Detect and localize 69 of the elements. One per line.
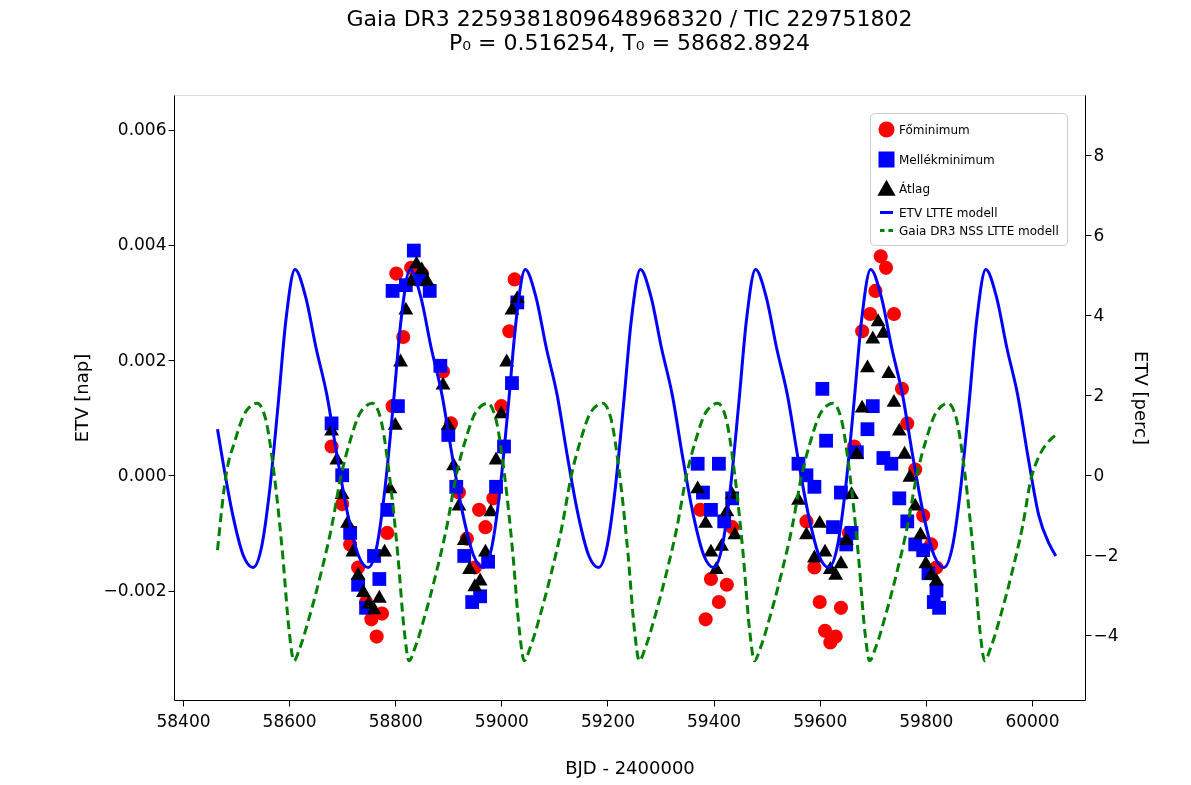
legend-label: ETV LTTE modell <box>899 205 998 220</box>
point <box>507 272 522 287</box>
point <box>807 560 822 575</box>
point <box>369 629 384 644</box>
y-tick-label: 0.002 <box>117 349 167 370</box>
point <box>372 572 387 586</box>
point <box>704 502 718 517</box>
legend-label: Gaia DR3 NSS LTTE modell <box>899 223 1059 238</box>
point <box>473 589 488 604</box>
y2-tick-label: 8 <box>1093 144 1105 165</box>
point <box>389 266 404 281</box>
legend-label: Főminimum <box>899 122 970 137</box>
x-tick-label: 59200 <box>580 710 636 731</box>
point <box>457 549 472 563</box>
point <box>863 306 878 322</box>
point <box>690 456 705 471</box>
point <box>878 260 894 275</box>
point <box>380 525 395 540</box>
point <box>807 479 822 494</box>
point <box>817 623 833 638</box>
point <box>916 543 931 558</box>
y2-tick-label: 2 <box>1093 384 1105 405</box>
point <box>886 306 902 322</box>
legend-label: Mellékminimum <box>899 152 995 167</box>
x-tick-label: 59000 <box>474 710 529 731</box>
point <box>826 520 840 535</box>
y2-tick-label: 4 <box>1093 304 1105 325</box>
y2-tick-label: −2 <box>1093 544 1119 565</box>
point <box>406 243 421 258</box>
y-axis-title: ETV [nap] <box>70 353 92 443</box>
y-tick-label: 0.000 <box>117 464 167 485</box>
x-tick-label: 58400 <box>156 710 211 731</box>
point <box>812 594 827 610</box>
point <box>884 456 899 471</box>
x-tick-label: 58800 <box>368 710 423 731</box>
point <box>892 491 907 506</box>
point <box>472 502 487 517</box>
chart-subtitle: P₀ = 0.516254, T₀ = 58682.8924 <box>448 30 811 55</box>
point <box>932 600 946 615</box>
point <box>815 381 830 396</box>
point <box>698 612 713 627</box>
point <box>828 629 843 644</box>
point <box>711 594 726 610</box>
y2-tick-label: 0 <box>1093 464 1105 485</box>
y2-tick-label: 6 <box>1093 224 1105 245</box>
point <box>478 520 493 535</box>
x-tick-label: 60000 <box>1005 710 1060 731</box>
point <box>819 433 833 448</box>
point <box>833 600 849 615</box>
point <box>719 577 734 592</box>
y-tick-label: 0.004 <box>117 234 167 255</box>
point <box>873 249 888 264</box>
x-tick-label: 58600 <box>262 710 317 731</box>
point <box>712 456 726 471</box>
point <box>385 284 400 298</box>
y-tick-label: −0.002 <box>103 580 167 601</box>
y2-tick-label: −4 <box>1093 624 1119 645</box>
chart-title: Gaia DR3 2259381809648968320 / TIC 229751802 <box>346 6 913 31</box>
y2-axis-title: ETV [perc] <box>1130 351 1152 445</box>
line-series <box>216 401 1058 663</box>
x-tick-label: 59800 <box>899 710 954 731</box>
x-tick-label: 59400 <box>687 710 742 731</box>
y-tick-label: 0.006 <box>117 119 167 140</box>
point <box>860 422 875 437</box>
legend-label: Átlag <box>899 180 931 196</box>
x-axis-title: BJD - 2400000 <box>565 756 695 778</box>
point <box>865 399 880 414</box>
point <box>703 571 719 587</box>
x-tick-label: 59600 <box>793 710 848 731</box>
